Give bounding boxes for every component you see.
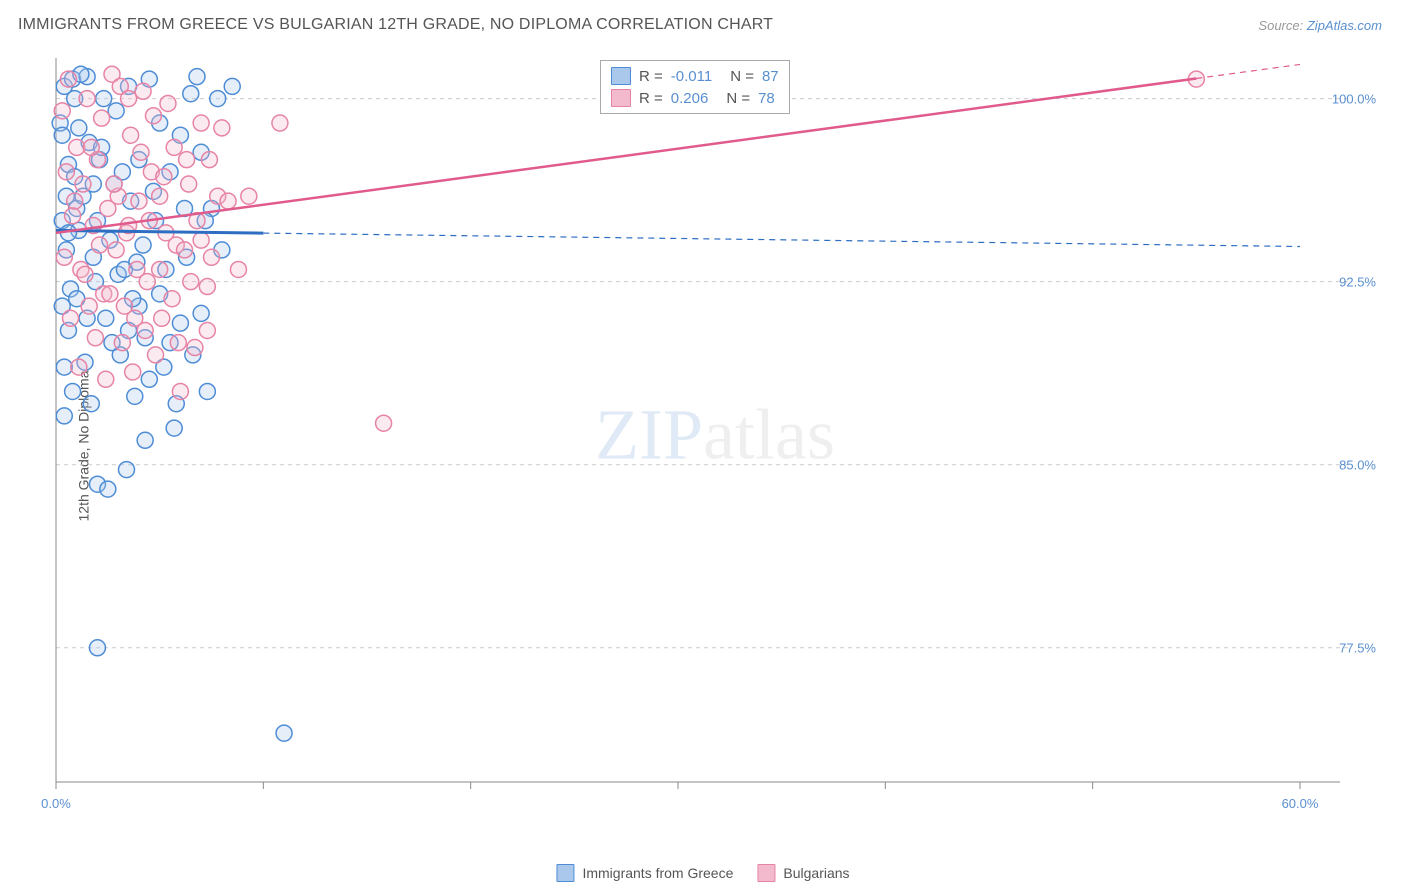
x-tick-label: 60.0% — [1282, 796, 1319, 811]
stats-row: R = -0.011 N = 87 — [611, 65, 779, 87]
stats-n-value: 87 — [762, 68, 779, 85]
chart-title: IMMIGRANTS FROM GREECE VS BULGARIAN 12TH… — [18, 16, 773, 34]
source-value: ZipAtlas.com — [1307, 18, 1382, 33]
source-attribution: Source: ZipAtlas.com — [1258, 18, 1382, 33]
stats-legend-box: R =-0.011N =87R =0.206N =78 — [600, 60, 790, 114]
scatter-chart: ZIPatlas R =-0.011N =87R =0.206N =78 77.… — [50, 50, 1380, 820]
legend-bottom: Immigrants from Greece Bulgarians — [556, 864, 849, 882]
y-tick-label: 77.5% — [1339, 640, 1376, 655]
stats-r-label: R = — [639, 68, 663, 85]
plot-svg — [50, 50, 1380, 820]
stats-n-label: N = — [726, 90, 750, 107]
y-tick-label: 100.0% — [1332, 91, 1376, 106]
legend-label: Bulgarians — [783, 865, 849, 881]
stats-swatch — [611, 67, 631, 85]
stats-row: R = 0.206 N = 78 — [611, 87, 779, 109]
stats-r-label: R = — [639, 90, 663, 107]
legend-item: Bulgarians — [757, 864, 849, 882]
stats-n-value: 78 — [758, 90, 775, 107]
stats-r-value: -0.011 — [671, 68, 712, 85]
x-tick-label: 0.0% — [41, 796, 71, 811]
legend-swatch — [757, 864, 775, 882]
y-tick-label: 92.5% — [1339, 274, 1376, 289]
stats-r-value: 0.206 — [671, 90, 709, 107]
stats-n-label: N = — [730, 68, 754, 85]
source-label: Source: — [1258, 18, 1303, 33]
legend-item: Immigrants from Greece — [556, 864, 733, 882]
y-tick-label: 85.0% — [1339, 457, 1376, 472]
stats-swatch — [611, 89, 631, 107]
legend-swatch — [556, 864, 574, 882]
legend-label: Immigrants from Greece — [582, 865, 733, 881]
